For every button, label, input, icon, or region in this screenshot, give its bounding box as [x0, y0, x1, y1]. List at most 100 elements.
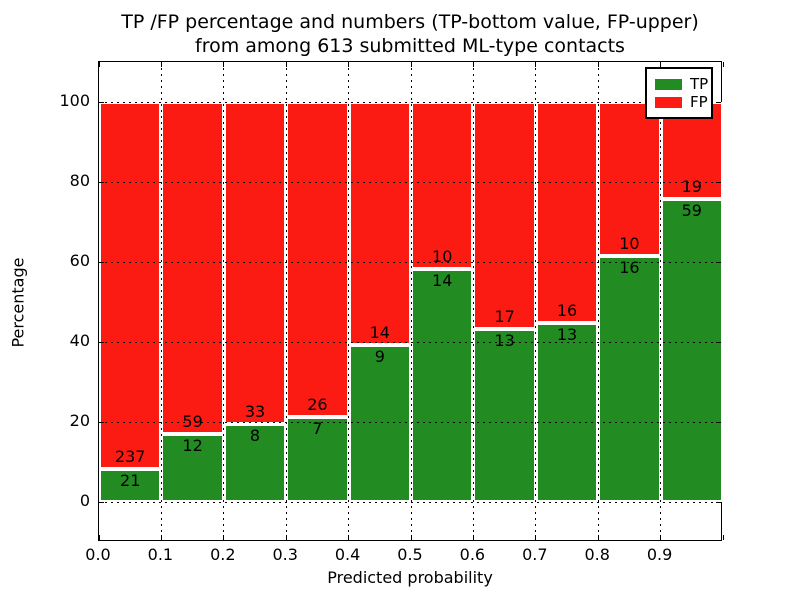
x-tick-mark [285, 62, 287, 67]
y-axis-label: Percentage [8, 257, 28, 348]
x-tick-mark [223, 62, 225, 67]
tp-count-label: 59 [681, 201, 702, 221]
x-tick-mark [597, 535, 599, 540]
x-tick-label: 0.6 [459, 545, 486, 564]
x-tick-label: 0.2 [210, 545, 236, 564]
fp-count-label: 19 [681, 177, 702, 197]
x-tick-label: 0.0 [85, 545, 111, 564]
fp-bar-segment [598, 102, 661, 256]
x-tick-mark [722, 62, 724, 67]
x-tick-label: 0.8 [584, 545, 610, 564]
y-tick-mark [99, 501, 104, 503]
fp-legend-swatch [655, 96, 682, 108]
tp-bar-segment [99, 469, 162, 502]
x-gridline [160, 62, 162, 540]
y-gridline [99, 501, 721, 503]
fp-bar-segment [535, 102, 599, 323]
fp-bar-segment [223, 102, 287, 424]
fp-count-label: 10 [432, 246, 453, 266]
y-tick-mark [99, 101, 104, 103]
fp-bar-segment [411, 102, 474, 269]
fp-count-label: 26 [307, 395, 328, 415]
y-gridline [99, 181, 721, 183]
y-tick-mark [99, 261, 104, 263]
fp-count-label: 14 [369, 323, 390, 343]
x-tick-mark [348, 62, 350, 67]
fp-count-label: 237 [114, 447, 146, 467]
fp-bar-segment [348, 102, 411, 346]
y-tick-mark [716, 421, 721, 423]
y-tick-mark [99, 421, 104, 423]
x-tick-mark [597, 62, 599, 67]
x-tick-mark [98, 535, 100, 540]
fp-bar-segment [286, 102, 349, 418]
legend-row-fp: FP [655, 93, 708, 111]
chart-title-line1: TP /FP percentage and numbers (TP-bottom… [121, 11, 699, 33]
x-tick-mark [160, 62, 162, 67]
x-tick-label: 0.1 [147, 545, 174, 564]
x-gridline [535, 62, 537, 540]
x-axis-label: Predicted probability [327, 568, 493, 587]
tp-bar-segment [161, 434, 224, 502]
y-tick-label: 60 [69, 251, 90, 270]
fp-count-label: 33 [244, 401, 266, 421]
x-gridline [285, 62, 287, 540]
y-tick-mark [99, 181, 104, 183]
x-tick-mark [98, 62, 100, 67]
x-tick-mark [348, 535, 350, 540]
x-gridline [472, 62, 474, 540]
tp-count-label: 13 [556, 324, 578, 344]
x-tick-label: 0.9 [646, 545, 673, 564]
tp-bar-segment [223, 423, 287, 502]
plot-area: TP FP 237 21 59 12 33 8 26 7 14 9 10 14 17 13 16 13 10 16… [98, 61, 724, 541]
tp-legend-swatch [655, 78, 682, 90]
chart-title-line2: from among 613 submitted ML-type contact… [195, 35, 625, 57]
x-tick-mark [535, 62, 537, 67]
tp-count-label: 9 [374, 347, 385, 367]
tp-count-label: 8 [249, 425, 261, 445]
legend: TP FP [645, 67, 713, 119]
tp-bar-segment [535, 322, 599, 502]
tp-bar-segment [286, 417, 349, 502]
y-tick-mark [99, 341, 104, 343]
y-gridline [99, 261, 721, 263]
x-tick-mark [660, 535, 662, 540]
tp-legend-label: TP [690, 75, 709, 93]
y-tick-label: 40 [69, 331, 90, 350]
tp-bar-segment [598, 255, 661, 502]
y-tick-label: 80 [69, 171, 90, 190]
x-tick-mark [722, 535, 724, 540]
y-gridline [99, 101, 721, 103]
x-tick-mark [535, 535, 537, 540]
tp-count-label: 12 [182, 436, 203, 456]
y-tick-mark [716, 341, 721, 343]
tp-bar-segment [473, 328, 536, 502]
tp-bar-segment [660, 199, 723, 502]
tp-count-label: 16 [619, 257, 640, 277]
x-gridline [660, 62, 662, 540]
y-tick-mark [716, 101, 721, 103]
fp-bar-segment [161, 102, 224, 435]
x-tick-mark [285, 535, 287, 540]
tp-bar-segment [348, 345, 411, 502]
y-tick-mark [716, 181, 721, 183]
fp-legend-label: FP [690, 93, 708, 111]
y-gridline [99, 421, 721, 423]
x-tick-label: 0.4 [334, 545, 361, 564]
fp-bar-segment [473, 102, 536, 329]
tp-bar-segment [411, 268, 474, 502]
x-gridline [410, 62, 412, 540]
x-tick-label: 0.3 [272, 545, 298, 564]
tp-count-label: 21 [120, 471, 141, 491]
x-tick-label: 0.7 [522, 545, 548, 564]
tp-count-label: 13 [494, 330, 515, 350]
legend-row-tp: TP [655, 75, 708, 93]
tp-count-label: 14 [432, 270, 453, 290]
x-tick-mark [472, 62, 474, 67]
y-tick-label: 100 [59, 91, 90, 110]
fp-count-label: 17 [494, 306, 515, 326]
y-tick-label: 20 [69, 411, 90, 430]
tp-count-label: 7 [312, 419, 323, 439]
y-gridline [99, 341, 721, 343]
